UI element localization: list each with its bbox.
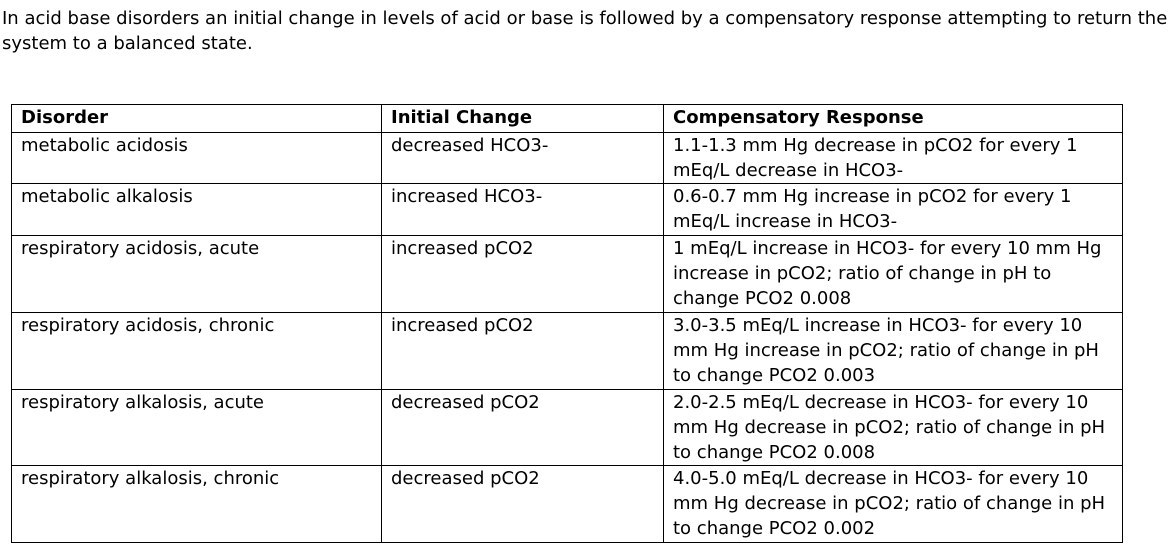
table-cell: respiratory acidosis, chronic	[11, 312, 382, 390]
table-row: respiratory alkalosis, chronic decreased …	[11, 465, 1123, 543]
table-cell: 1.1-1.3 mm Hg decrease in pCO2 for every…	[663, 132, 1123, 184]
table-cell: respiratory acidosis, acute	[11, 235, 382, 313]
table-cell: metabolic acidosis	[11, 132, 382, 184]
table-cell: decreased HCO3-	[381, 132, 664, 184]
table-cell: respiratory alkalosis, chronic	[11, 465, 382, 543]
column-header: Disorder	[11, 104, 382, 133]
table-row: respiratory acidosis, acute increased pCO…	[11, 235, 1123, 313]
table-cell: metabolic alkalosis	[11, 183, 382, 236]
compensation-table: Disorder Initial Change Compensatory Respo…	[11, 104, 1123, 543]
table-row: respiratory alkalosis, acute decreased pC…	[11, 389, 1123, 466]
table-row: metabolic alkalosis increased HCO3- 0.6-0.…	[11, 183, 1123, 236]
table-cell: respiratory alkalosis, acute	[11, 389, 382, 466]
table-cell: 1 mEq/L increase in HCO3- for every 10 m…	[663, 235, 1123, 313]
table-cell: decreased pCO2	[381, 389, 664, 466]
intro-text: In acid base disorders an initial change…	[2, 8, 1168, 54]
table-body: metabolic acidosis decreased HCO3- 1.1-1.3…	[11, 132, 1123, 543]
table-cell: 3.0-3.5 mEq/L increase in HCO3- for ever…	[663, 312, 1123, 390]
header-row: Disorder Initial Change Compensatory Respo…	[11, 104, 1123, 133]
table-cell: 0.6-0.7 mm Hg increase in pCO2 for every…	[663, 183, 1123, 236]
table-cell: increased pCO2	[381, 235, 664, 313]
table-cell: 2.0-2.5 mEq/L decrease in HCO3- for ever…	[663, 389, 1123, 466]
table-cell: increased pCO2	[381, 312, 664, 390]
table-row: respiratory acidosis, chronic increased p…	[11, 312, 1123, 390]
table-row: metabolic acidosis decreased HCO3- 1.1-1.3…	[11, 132, 1123, 184]
table-cell: 4.0-5.0 mEq/L decrease in HCO3- for ever…	[663, 465, 1123, 543]
column-header: Initial Change	[381, 104, 664, 133]
table-cell: decreased pCO2	[381, 465, 664, 543]
column-header: Compensatory Response	[663, 104, 1123, 133]
table-cell: increased HCO3-	[381, 183, 664, 236]
